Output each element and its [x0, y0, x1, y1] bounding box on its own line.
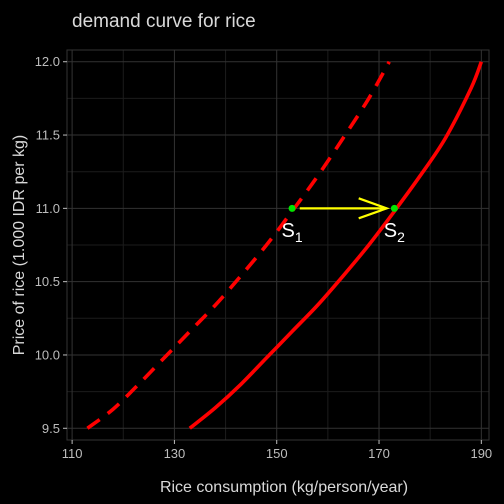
chart-title: demand curve for rice	[72, 11, 256, 32]
x-tick-label: 170	[368, 446, 390, 461]
y-axis-label: Price of rice (1.000 IDR per kg)	[11, 135, 28, 356]
x-tick-label: 150	[266, 446, 288, 461]
y-tick-label: 10.0	[35, 347, 60, 362]
equilibrium-point-2	[391, 205, 398, 212]
y-tick-label: 11.0	[36, 201, 60, 216]
y-tick-label: 11.5	[36, 128, 60, 143]
x-axis-label: Rice consumption (kg/person/year)	[160, 479, 408, 496]
equilibrium-point-1	[289, 205, 296, 212]
y-tick-label: 9.5	[42, 421, 60, 436]
y-tick-label: 12.0	[35, 54, 60, 69]
x-tick-label: 190	[470, 446, 492, 461]
x-tick-label: 110	[62, 446, 83, 461]
y-tick-label: 10.5	[35, 274, 60, 289]
x-tick-label: 130	[164, 446, 186, 461]
